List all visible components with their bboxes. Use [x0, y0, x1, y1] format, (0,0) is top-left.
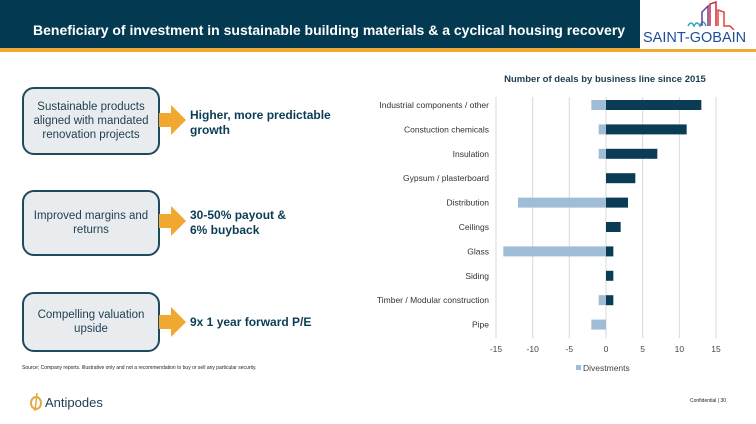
antipodes-logo-icon [30, 393, 42, 411]
point-box-1: Sustainable products aligned with mandat… [22, 87, 160, 155]
x-tick-label: 15 [711, 344, 721, 354]
header-bar [0, 0, 756, 48]
page-title: Beneficiary of investment in sustainable… [33, 22, 626, 38]
category-label: Gypsum / plasterboard [403, 173, 489, 183]
header-accent-line [0, 48, 756, 52]
acquisition-bar [606, 270, 614, 281]
x-tick-label: -5 [566, 344, 574, 354]
outcome-3: 9x 1 year forward P/E [190, 315, 312, 329]
x-tick-label: 10 [675, 344, 685, 354]
acquisition-bar [606, 197, 628, 208]
point-box-3: Compelling valuation upside [22, 292, 160, 352]
arrow-icon [159, 105, 186, 135]
category-label: Siding [465, 271, 489, 281]
outcome-1: Higher, more predictable growth [190, 108, 331, 137]
divestment-bar [598, 148, 606, 159]
acquisition-bar [606, 295, 614, 306]
category-label: Timber / Modular construction [377, 295, 489, 305]
acquisition-bar [606, 222, 621, 232]
acquisition-bar [606, 246, 614, 257]
antipodes-logo: Antipodes [30, 393, 103, 411]
confidential-page-number: Confidential | 30 [690, 398, 727, 404]
acquisition-bar [606, 100, 702, 110]
divestment-bar [518, 197, 606, 208]
buildings-logo-icon [687, 0, 735, 31]
divestment-bar [598, 295, 606, 306]
arrow-icon [159, 206, 186, 236]
divestment-bar [591, 319, 606, 330]
acquisition-bar [606, 173, 636, 184]
divestment-bar [503, 246, 606, 257]
category-label: Industrial components / other [379, 100, 489, 110]
divestment-bar [598, 124, 606, 135]
outcome-2: 30-50% payout & 6% buyback [190, 208, 287, 237]
source-note: Source; Company reports. Illustrative on… [22, 365, 257, 371]
category-label: Insulation [453, 149, 490, 159]
x-tick-label: 0 [604, 344, 609, 354]
x-tick-label: -15 [490, 344, 503, 354]
x-tick-label: 5 [640, 344, 645, 354]
acquisition-bar [606, 148, 658, 159]
category-label: Constuction chemicals [404, 124, 489, 134]
divestment-bar [591, 100, 606, 110]
legend-label-divestments: Divestments [583, 363, 630, 373]
category-label: Pipe [472, 320, 489, 330]
arrow-icon [159, 307, 186, 337]
x-tick-label: -10 [527, 344, 540, 354]
acquisition-bar [606, 124, 687, 135]
category-label: Ceilings [459, 222, 489, 232]
category-label: Glass [467, 246, 489, 256]
chart-title: Number of deals by business line since 2… [504, 74, 706, 85]
legend-swatch-divestments [576, 365, 581, 370]
saint-gobain-logo: SAINT-GOBAIN [640, 0, 756, 49]
category-label: Distribution [446, 198, 489, 208]
